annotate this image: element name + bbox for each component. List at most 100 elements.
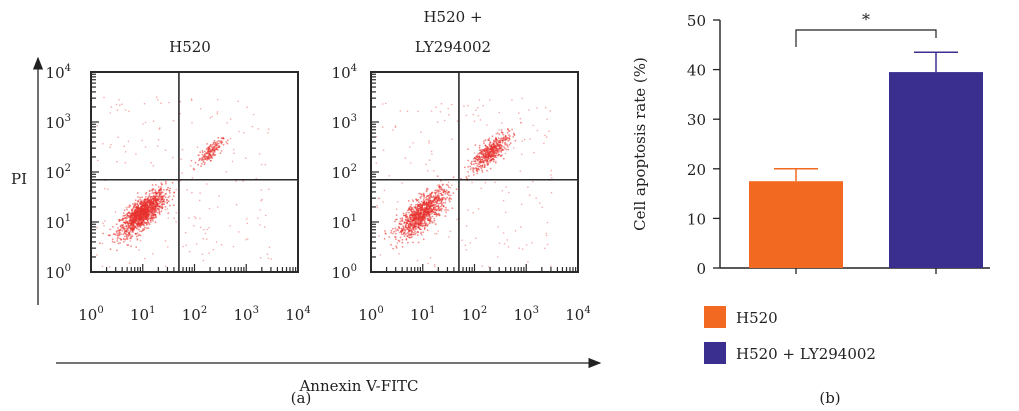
event-dot [497,153,500,156]
event-dot [147,197,150,199]
x-tick-label: 100 [78,305,103,324]
event-dot [246,238,249,240]
event-dot [425,190,428,193]
event-dot [495,160,497,163]
event-dot [521,248,524,250]
dots [96,96,273,268]
event-dot [497,137,500,140]
event-dot [152,203,155,206]
event-dot [398,231,401,234]
event-dot [158,209,161,212]
event-dot [467,175,470,177]
event-dot [417,241,420,244]
event-dot [211,146,214,149]
event-dot [140,199,143,202]
event-dot [216,113,219,115]
event-dot [123,145,125,148]
event-dot [429,205,431,208]
event-dot [419,218,421,221]
event-dot [474,144,477,146]
event-dot [147,201,150,204]
event-dot [211,148,214,150]
event-dot [410,233,412,236]
event-dot [426,229,429,232]
event-dot [414,230,416,233]
event-dot [508,143,511,146]
event-dot [144,207,147,210]
event-dot [169,187,172,190]
event-dot [508,191,510,194]
event-dot [129,216,132,219]
event-dot [496,139,498,141]
event-dot [449,187,452,189]
event-dot [117,236,119,239]
event-dot [448,197,451,200]
event-dot [405,232,408,235]
event-dot [138,249,140,251]
event-dot [251,125,254,128]
event-dot [475,237,477,239]
event-dot [115,103,118,106]
event-dot [144,195,147,198]
event-dot [202,259,205,262]
event-dot [414,233,416,236]
bar-y-tick-label: 0 [696,260,706,278]
event-dot [395,218,397,221]
legend-swatch-h520 [704,306,726,328]
event-dot [246,218,248,220]
event-dot [401,182,404,184]
event-dot [411,236,413,238]
event-dot [222,143,225,146]
bar-y-tick-label: 50 [687,12,706,30]
event-dot [144,202,147,205]
event-dot [401,246,404,248]
event-dot [143,217,146,220]
event-dot [235,203,238,206]
event-dot [153,203,156,206]
event-dot [157,191,160,194]
event-dot [120,224,123,226]
event-dot [148,204,151,206]
event-dot [546,221,549,224]
event-dot [97,159,99,162]
event-dot [158,195,161,198]
event-dot [431,153,433,155]
event-dot [218,195,220,197]
event-dot [108,266,111,268]
event-dot [395,232,397,235]
event-dot [173,217,175,219]
event-dot [395,246,398,249]
event-dot [447,107,450,110]
event-dot [118,232,120,234]
event-dot [430,216,432,219]
event-dot [229,225,231,227]
event-dot [427,205,430,208]
event-dot [485,149,487,152]
event-dot [378,197,381,200]
event-dot [395,214,398,217]
event-dot [149,210,151,213]
event-dot [384,230,386,232]
event-dot [525,244,528,246]
event-dot [136,202,139,205]
event-dot [487,149,490,152]
event-dot [137,199,140,202]
event-dot [496,145,498,148]
event-dot [232,245,235,248]
event-dot [121,219,124,222]
event-dot [124,235,126,238]
event-dot [204,232,207,235]
event-dot [127,244,130,246]
event-dot [157,196,160,198]
event-dot [416,234,419,237]
event-dot [410,223,413,226]
event-dot [407,241,409,244]
event-dot [123,209,126,212]
event-dot [427,223,429,226]
event-dot [494,154,496,157]
event-dot [539,202,541,204]
event-dot [420,231,422,234]
event-dot [424,208,427,211]
event-dot [446,196,448,199]
event-dot [492,142,495,145]
